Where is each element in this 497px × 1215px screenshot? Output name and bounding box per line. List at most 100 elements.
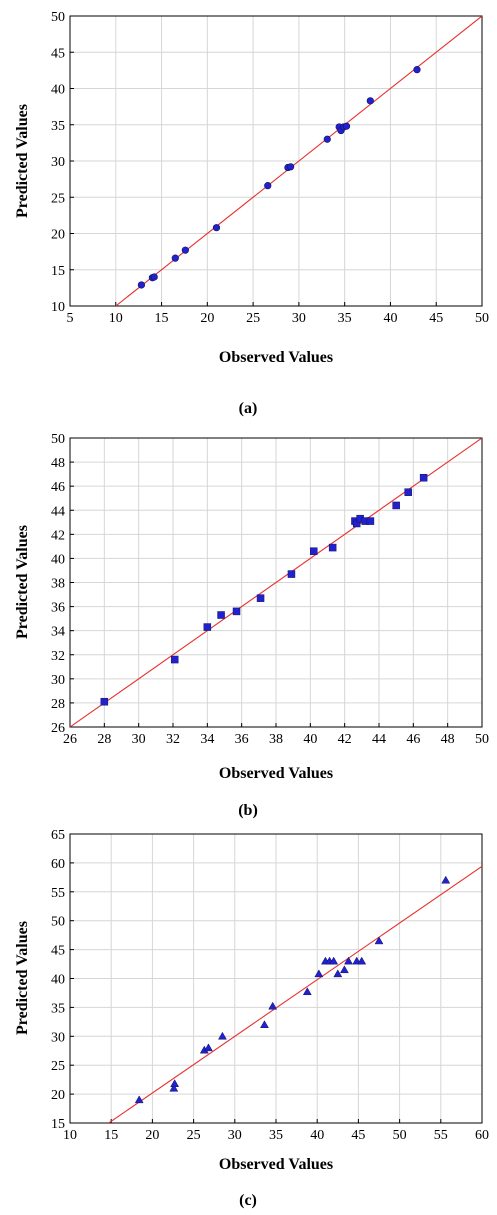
- y-tick-label: 50: [51, 10, 65, 25]
- chart-panel-a: Predicted Values Observed Values (a) 5 10…: [14, 10, 489, 417]
- y-tick-label: 38: [51, 577, 65, 592]
- x-tick-label: 45: [429, 311, 443, 326]
- y-tick-label: 30: [51, 1030, 65, 1045]
- x-tick-label: 55: [434, 1128, 448, 1143]
- data-point: [329, 956, 339, 965]
- data-point: [392, 501, 400, 510]
- x-tick-label: 44: [372, 732, 386, 747]
- y-tick-label: 48: [51, 456, 65, 471]
- data-point: [323, 135, 331, 143]
- y-tick-label: 42: [51, 528, 65, 543]
- y-tick-label: 32: [51, 649, 65, 664]
- x-tick-label: 46: [406, 732, 420, 747]
- data-point: [212, 224, 221, 232]
- x-tick-label: 15: [104, 1128, 118, 1143]
- x-tick-label: 10: [109, 311, 123, 326]
- data-point: [232, 607, 241, 616]
- x-tick-label: 30: [228, 1128, 242, 1143]
- y-tick-label: 15: [51, 264, 65, 279]
- x-tick-label: 35: [338, 311, 352, 326]
- y-tick-label: 20: [51, 1088, 65, 1103]
- y-tick-label: 28: [51, 697, 65, 712]
- x-tick-label: 28: [97, 732, 111, 747]
- data-point: [333, 969, 343, 978]
- y-tick-label: 50: [51, 915, 65, 930]
- y-tick-label: 26: [51, 721, 65, 736]
- x-tick-label: 30: [132, 732, 146, 747]
- data-point: [310, 547, 318, 555]
- x-tick-label: 35: [269, 1128, 283, 1143]
- y-tick-label: 36: [51, 601, 65, 616]
- y-tick-label: 46: [51, 480, 65, 495]
- y-tick-label: 45: [51, 46, 65, 61]
- fit-line: [70, 438, 482, 727]
- data-point: [268, 1001, 278, 1010]
- chart-panel-b: Predicted Values Observed Values (b) 26 2…: [14, 432, 489, 819]
- x-tick-label: 25: [246, 311, 260, 326]
- x-tick-label: 50: [475, 311, 489, 326]
- data-point: [366, 517, 375, 525]
- y-tick-label: 15: [51, 1117, 65, 1132]
- y-tick-label: 55: [51, 886, 65, 901]
- data-point: [302, 987, 312, 996]
- y-tick-label: 50: [51, 432, 65, 447]
- data-point: [287, 163, 295, 171]
- y-tick-label: 44: [51, 504, 65, 519]
- x-axis-title: Observed Values: [219, 349, 333, 366]
- data-point: [134, 1095, 144, 1104]
- data-point: [203, 623, 212, 631]
- panel-label: (b): [238, 802, 258, 819]
- y-tick-label: 40: [51, 552, 65, 567]
- y-tick-label: 30: [51, 673, 65, 688]
- data-point: [256, 594, 265, 602]
- data-point: [441, 875, 451, 884]
- x-axis-title: Observed Values: [219, 765, 333, 782]
- y-tick-label: 30: [51, 155, 65, 170]
- y-tick-label: 45: [51, 944, 65, 959]
- x-tick-label: 34: [200, 732, 214, 747]
- data-point: [218, 1031, 227, 1040]
- data-point: [264, 182, 272, 190]
- x-tick-label: 40: [310, 1128, 324, 1143]
- y-tick-label: 40: [51, 83, 65, 98]
- data-point: [342, 122, 351, 130]
- x-tick-label: 15: [155, 311, 169, 326]
- data-point: [328, 543, 337, 552]
- y-tick-label: 60: [51, 857, 65, 872]
- y-tick-label: 10: [51, 300, 65, 315]
- x-tick-label: 20: [200, 311, 214, 326]
- y-tick-label: 35: [51, 1001, 65, 1016]
- data-point: [344, 956, 353, 965]
- y-tick-label: 25: [51, 1059, 65, 1074]
- x-tick-label: 40: [383, 311, 397, 326]
- data-point: [366, 97, 374, 105]
- x-tick-label: 38: [269, 732, 283, 747]
- data-point: [404, 488, 412, 496]
- x-tick-label: 40: [303, 732, 317, 747]
- data-point: [314, 969, 324, 978]
- data-point: [357, 956, 367, 965]
- x-tick-label: 5: [67, 311, 74, 326]
- y-tick-label: 34: [51, 625, 65, 640]
- x-tick-label: 50: [475, 732, 489, 747]
- x-tick-label: 42: [338, 732, 352, 747]
- x-tick-label: 26: [63, 732, 77, 747]
- data-point: [150, 273, 158, 281]
- data-point: [171, 254, 179, 262]
- chart-panel-c: Predicted Values Observed Values (c) 10 1…: [14, 828, 489, 1209]
- y-tick-label: 25: [51, 191, 65, 206]
- y-axis-title: Predicted Values: [14, 525, 31, 639]
- x-tick-label: 50: [393, 1128, 407, 1143]
- data-point: [137, 281, 146, 289]
- x-tick-label: 48: [441, 732, 455, 747]
- data-point: [217, 611, 225, 619]
- data-point: [374, 936, 384, 945]
- x-axis-title: Observed Values: [219, 1156, 333, 1173]
- y-tick-label: 65: [51, 828, 65, 843]
- panel-label: (a): [239, 400, 258, 417]
- y-tick-label: 20: [51, 228, 65, 243]
- data-point: [287, 570, 296, 578]
- y-axis-title: Predicted Values: [14, 104, 31, 218]
- y-axis-title: Predicted Values: [14, 921, 31, 1035]
